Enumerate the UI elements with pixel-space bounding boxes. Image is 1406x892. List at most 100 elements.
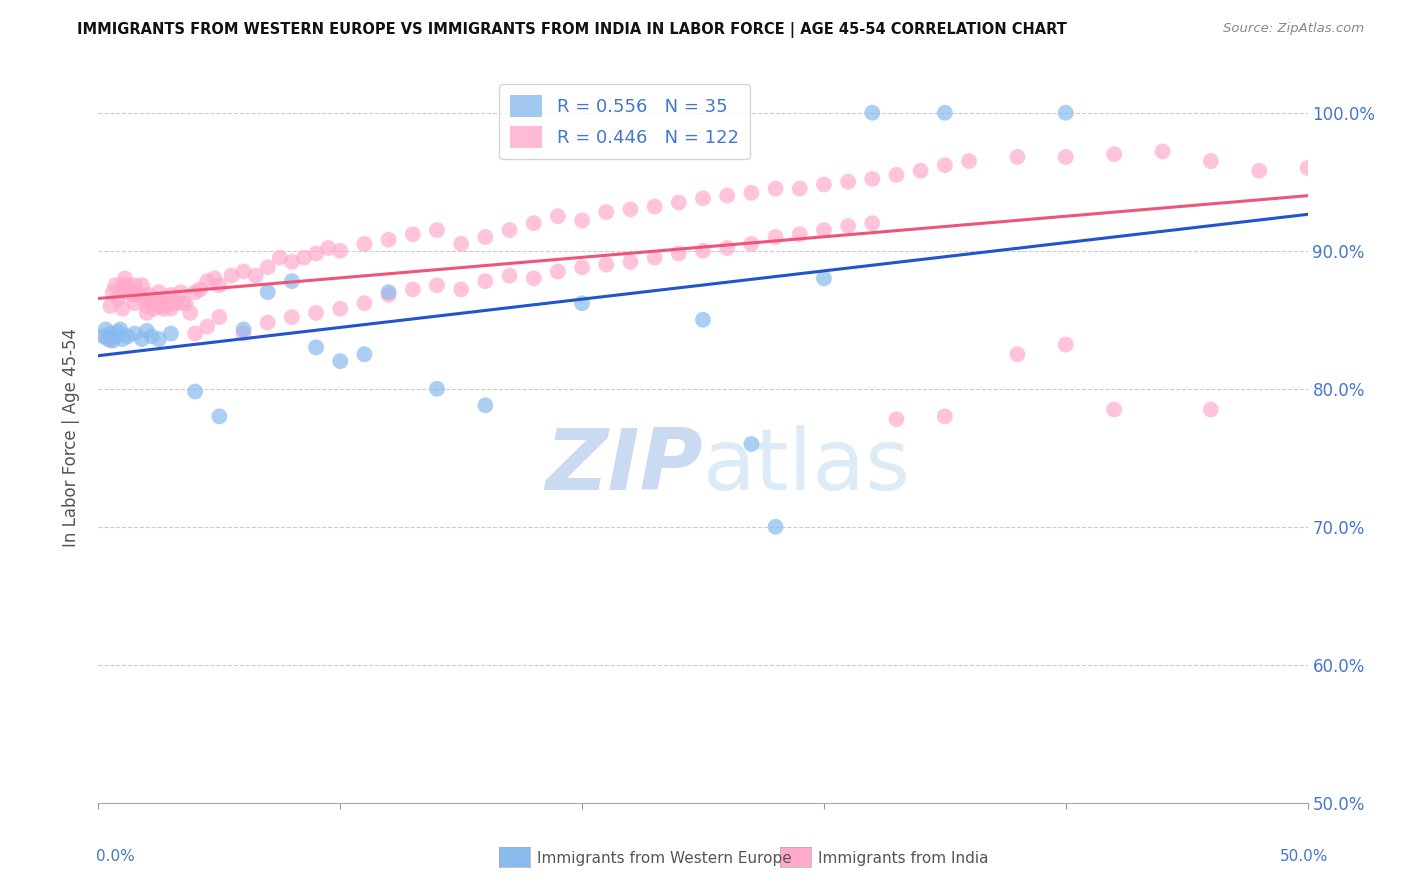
Point [195, 319, 218, 334]
Point [107, 292, 129, 306]
Point [1054, 105, 1077, 120]
Text: 0.0%: 0.0% [96, 849, 135, 864]
Point [117, 329, 139, 343]
Point [104, 278, 127, 293]
Point [184, 384, 207, 399]
Point [934, 409, 956, 424]
Point [789, 227, 811, 242]
Point [100, 326, 122, 341]
Point [740, 236, 762, 251]
Point [138, 288, 160, 302]
Point [135, 299, 157, 313]
Point [692, 191, 714, 205]
Point [523, 271, 546, 285]
Point [402, 282, 425, 296]
Point [668, 246, 690, 260]
Point [124, 278, 146, 293]
Point [128, 288, 150, 302]
Point [114, 271, 136, 285]
Point [160, 301, 183, 316]
Point [100, 299, 122, 313]
Point [141, 296, 163, 310]
Point [141, 329, 163, 343]
Point [789, 182, 811, 196]
Point [571, 296, 593, 310]
Point [160, 326, 183, 341]
Point [143, 301, 166, 316]
Point [256, 285, 278, 300]
Point [131, 278, 153, 293]
Point [377, 288, 399, 302]
Point [886, 168, 908, 182]
Point [571, 213, 593, 227]
Point [547, 264, 569, 278]
Point [1054, 337, 1077, 351]
Point [813, 223, 835, 237]
Point [269, 251, 291, 265]
Point [124, 296, 146, 310]
Point [232, 264, 254, 278]
Point [1054, 150, 1077, 164]
Point [281, 255, 304, 269]
Point [184, 285, 207, 300]
Point [692, 244, 714, 258]
Point [450, 282, 472, 296]
Point [619, 255, 641, 269]
Point [1152, 145, 1174, 159]
Point [329, 244, 352, 258]
Point [127, 285, 149, 300]
Point [910, 163, 932, 178]
Text: Immigrants from India: Immigrants from India [818, 851, 988, 865]
Point [292, 251, 315, 265]
Point [305, 340, 328, 354]
Point [305, 246, 328, 260]
Point [813, 271, 835, 285]
Point [172, 296, 194, 310]
Point [1007, 347, 1029, 361]
Point [232, 326, 254, 341]
Point [155, 292, 177, 306]
Point [1199, 402, 1222, 417]
Point [208, 409, 231, 424]
Point [860, 105, 883, 120]
Point [740, 437, 762, 451]
Point [498, 268, 520, 283]
Point [353, 347, 375, 361]
Point [860, 216, 883, 230]
Point [179, 306, 201, 320]
Point [204, 271, 226, 285]
Point [934, 105, 956, 120]
Point [1102, 402, 1125, 417]
Point [765, 182, 787, 196]
Text: atlas: atlas [703, 425, 911, 508]
Text: ZIP: ZIP [546, 425, 703, 508]
Point [716, 241, 738, 255]
Point [668, 195, 690, 210]
Point [595, 205, 617, 219]
Point [450, 236, 472, 251]
Point [145, 292, 167, 306]
Point [619, 202, 641, 217]
Point [957, 154, 980, 169]
Point [148, 299, 170, 313]
Point [150, 299, 173, 313]
Point [148, 332, 170, 346]
Point [402, 227, 425, 242]
Point [765, 230, 787, 244]
Point [692, 312, 714, 326]
Point [837, 219, 859, 233]
Point [245, 268, 267, 283]
Point [174, 296, 197, 310]
Point [100, 334, 122, 348]
Text: IMMIGRANTS FROM WESTERN EUROPE VS IMMIGRANTS FROM INDIA IN LABOR FORCE | AGE 45-: IMMIGRANTS FROM WESTERN EUROPE VS IMMIGR… [77, 22, 1067, 38]
Point [934, 158, 956, 172]
Point [305, 306, 328, 320]
Point [107, 325, 129, 339]
Point [165, 296, 187, 310]
Point [188, 282, 211, 296]
Point [426, 223, 449, 237]
Point [595, 258, 617, 272]
Point [101, 334, 124, 348]
Point [117, 278, 139, 293]
Point [108, 285, 131, 300]
